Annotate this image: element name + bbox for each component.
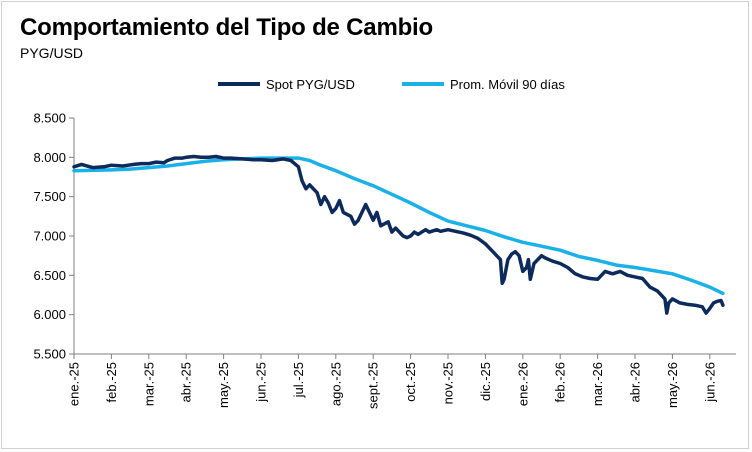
axes: 5.500 6.000 6.500 7.000 7.500 8.000 8.500 ene.-… <box>33 111 736 409</box>
legend-label-avg: Prom. Móvil 90 días <box>450 77 565 92</box>
chart-subtitle: PYG/USD <box>20 45 84 61</box>
x-tick-label: feb.-26 <box>553 362 568 402</box>
x-tick-label: sept.-25 <box>366 362 381 409</box>
series-layer <box>72 154 725 315</box>
chart-title: Comportamiento del Tipo de Cambio <box>20 14 433 41</box>
y-tick-label: 8.000 <box>33 150 66 165</box>
x-tick-label: ene.-26 <box>515 362 530 406</box>
x-tick-label: dic.-25 <box>478 362 493 401</box>
x-tick-label: ene.-25 <box>67 362 82 406</box>
legend-label-spot: Spot PYG/USD <box>266 77 355 92</box>
series-spot-line <box>72 154 725 315</box>
y-tick-label: 7.000 <box>33 229 66 244</box>
y-tick-label: 5.500 <box>33 347 66 362</box>
x-tick-label: jun.-25 <box>254 362 269 403</box>
x-tick-label: mar.-25 <box>141 362 156 406</box>
x-tick-label: jul.-25 <box>291 362 306 398</box>
x-tick-label: abr.-26 <box>628 362 643 402</box>
x-tick-label: abr.-25 <box>179 362 194 402</box>
x-tick-label: nov.-25 <box>441 362 456 404</box>
y-tick-label: 6.000 <box>33 307 66 322</box>
x-tick-label: mar.-26 <box>590 362 605 406</box>
x-tick-label: feb.-25 <box>104 362 119 402</box>
y-tick-label: 7.500 <box>33 189 66 204</box>
series-avg-line <box>72 156 725 296</box>
x-tick-label: jun.-26 <box>702 362 717 403</box>
y-tick-label: 6.500 <box>33 268 66 283</box>
x-tick-label: ago.-25 <box>328 362 343 406</box>
legend: Spot PYG/USD Prom. Móvil 90 días <box>218 77 565 92</box>
x-tick-label: may.-26 <box>665 362 680 408</box>
x-tick-label: may.-25 <box>216 362 231 408</box>
y-tick-label: 8.500 <box>33 111 66 126</box>
x-tick-label: oct.-25 <box>403 362 418 402</box>
